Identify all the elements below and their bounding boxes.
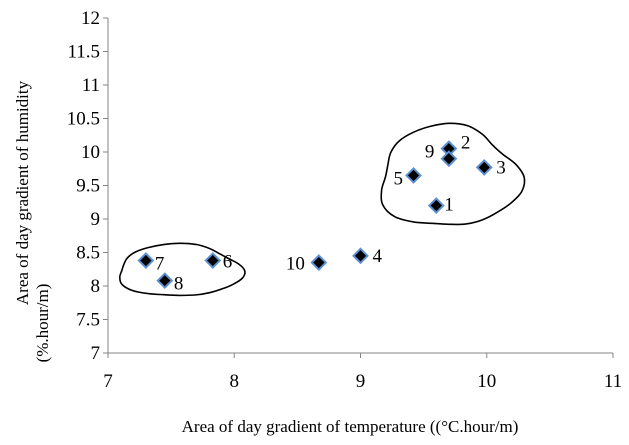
y-tick-label: 9.5 (76, 176, 100, 197)
data-point-7 (137, 252, 155, 269)
x-axis-title: Area of day gradient of temperature ((°C… (182, 417, 519, 436)
point-label-7: 7 (155, 254, 165, 275)
point-labels: 1 2 3 4 5 6 78 9 10 (155, 133, 506, 295)
cluster-outline (119, 242, 246, 297)
x-tick-label: 11 (604, 371, 622, 392)
point-label-10: 10 (286, 254, 305, 275)
data-point-3 (475, 158, 493, 176)
point-label-1: 1 (444, 195, 454, 216)
point-label-4: 4 (373, 246, 383, 267)
data-point-10 (310, 254, 328, 271)
y-tick-label: 8 (91, 276, 101, 297)
point-label-6: 6 (223, 252, 233, 273)
y-tick-label: 9 (91, 209, 101, 230)
data-point-9 (440, 150, 458, 168)
y-tick-label: 7.5 (76, 310, 100, 331)
y-axis-title-line1: Area of day gradient of humidity (13, 80, 32, 305)
y-tick-label: 10.5 (67, 109, 100, 130)
axes (103, 17, 614, 358)
data-point-8 (156, 272, 174, 290)
cluster-outline (380, 122, 526, 226)
point-label-3: 3 (496, 157, 506, 178)
y-tick-label: 10 (81, 142, 100, 163)
y-tick-label: 11.5 (67, 42, 100, 63)
data-point-1 (427, 197, 445, 215)
point-label-2: 2 (461, 133, 471, 154)
y-tick-label: 7 (91, 343, 101, 364)
y-tick-label: 12 (81, 8, 100, 29)
y-axis-title-line2: (%.hour/m) (33, 284, 52, 363)
y-tick-label: 11 (82, 75, 100, 96)
point-label-9: 9 (425, 142, 435, 163)
cluster-outlines (119, 122, 526, 297)
x-tick-label: 7 (103, 371, 113, 392)
data-point-4 (352, 247, 369, 265)
data-points (137, 140, 493, 290)
x-tick-label: 8 (230, 371, 240, 392)
point-label-8: 8 (174, 274, 184, 295)
x-tick-label: 9 (356, 371, 366, 392)
data-point-6 (204, 252, 222, 269)
y-tick-label: 8.5 (76, 243, 100, 264)
point-label-5: 5 (394, 168, 404, 189)
x-tick-label: 10 (477, 371, 496, 392)
data-point-5 (405, 167, 422, 184)
